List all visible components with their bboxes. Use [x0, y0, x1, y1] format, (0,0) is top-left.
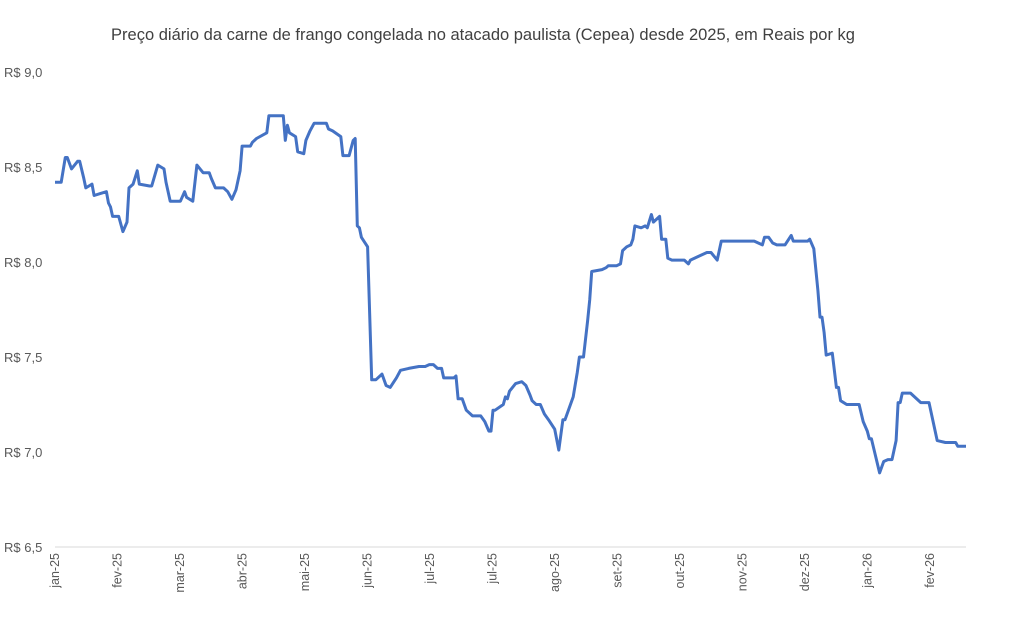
y-tick-label: R$ 8,5: [4, 160, 42, 175]
x-axis: jan-25 fev-25 mar-25 abr-25 mai-25 jun-25 jul-…: [48, 553, 937, 593]
x-tick-label: nov-25: [736, 553, 750, 591]
x-tick-label: dez-25: [798, 553, 812, 591]
x-tick-label: jun-25: [361, 553, 375, 589]
x-tick-label: jan-25: [48, 553, 62, 589]
x-tick-label: set-25: [611, 553, 625, 588]
x-tick-label: mar-25: [173, 553, 187, 593]
y-tick-label: R$ 9,0: [4, 65, 42, 80]
y-tick-label: R$ 7,5: [4, 350, 42, 365]
y-tick-label: R$ 6,5: [4, 540, 42, 555]
x-tick-label: out-25: [673, 553, 687, 588]
y-tick-label: R$ 8,0: [4, 255, 42, 270]
price-series-line: [55, 114, 966, 475]
x-tick-label: fev-26: [923, 553, 937, 588]
chart-title: Preço diário da carne de frango congelad…: [111, 26, 855, 44]
x-tick-label: mai-25: [298, 553, 312, 591]
x-tick-label: fev-25: [111, 553, 125, 588]
x-tick-label: jul-25: [423, 553, 437, 585]
x-tick-label: jan-26: [861, 553, 875, 589]
x-tick-label: abr-25: [236, 553, 250, 589]
y-axis: R$ 6,5 R$ 7,0 R$ 7,5 R$ 8,0 R$ 8,5 R$ 9,0: [4, 65, 42, 555]
x-tick-label: ago-25: [548, 553, 562, 592]
x-tick-label: jul-25: [486, 553, 500, 585]
y-tick-label: R$ 7,0: [4, 445, 42, 460]
